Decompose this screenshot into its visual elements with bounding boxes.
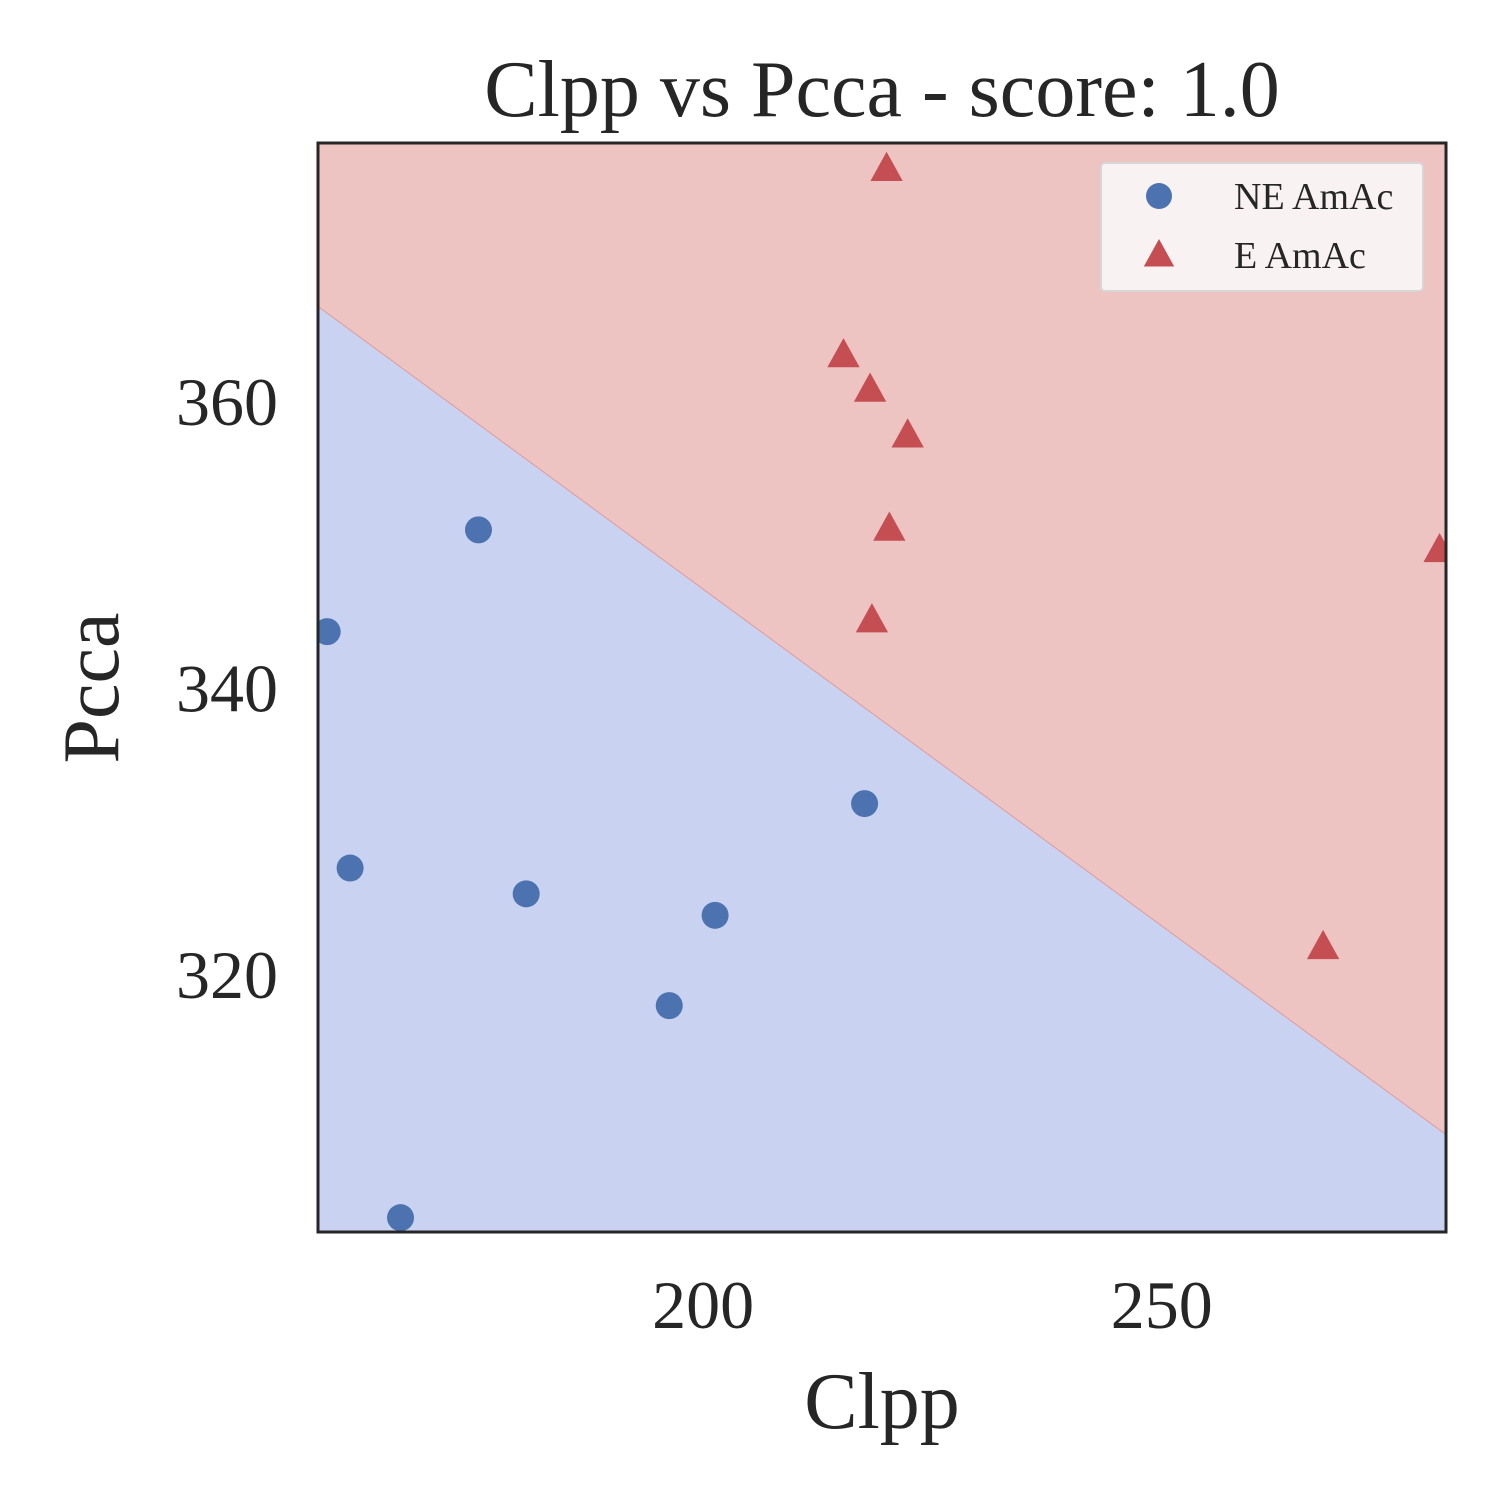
x-axis-ticks: 200 250 <box>652 1267 1213 1343</box>
legend-marker-e-amac <box>1143 239 1175 267</box>
legend-box <box>1100 162 1424 292</box>
decision-boundary <box>318 305 1446 1135</box>
plot-frame <box>316 141 1448 1234</box>
y-tick-label: 340 <box>176 651 278 727</box>
y-axis-ticks: 320 340 360 <box>176 364 278 1013</box>
legend-label: E AmAc <box>1234 235 1366 277</box>
point-e-amac <box>853 372 887 402</box>
x-tick-label: 250 <box>1111 1267 1213 1343</box>
point-e-amac <box>1423 532 1446 563</box>
point-ne-amac <box>655 992 683 1020</box>
region-ne-amac <box>318 306 1446 1232</box>
data-points <box>318 151 1446 1232</box>
legend-label: NE AmAc <box>1234 176 1393 218</box>
x-axis-label: Clpp <box>804 1358 960 1446</box>
point-ne-amac <box>701 901 729 929</box>
point-e-amac <box>891 418 924 448</box>
point-e-amac <box>873 511 906 541</box>
legend: NE AmAc E AmAc <box>1100 162 1424 292</box>
point-e-amac <box>1306 929 1340 960</box>
y-axis-label: Pcca <box>48 612 136 763</box>
decision-regions <box>318 143 1446 1232</box>
point-ne-amac <box>851 790 879 818</box>
point-e-amac <box>870 151 903 182</box>
point-ne-amac <box>387 1204 415 1232</box>
y-tick-label: 360 <box>176 364 278 440</box>
x-tick-label: 200 <box>652 1267 754 1343</box>
point-e-amac <box>855 603 889 633</box>
point-ne-amac <box>318 618 341 646</box>
plot-area <box>316 141 1448 1234</box>
y-tick-label: 320 <box>176 937 278 1013</box>
point-ne-amac <box>464 516 492 544</box>
point-ne-amac <box>336 854 364 882</box>
legend-marker-ne-amac <box>1146 183 1172 209</box>
chart-title: Clpp vs Pcca - score: 1.0 <box>484 46 1279 134</box>
point-e-amac <box>827 338 860 368</box>
point-ne-amac <box>512 880 540 908</box>
